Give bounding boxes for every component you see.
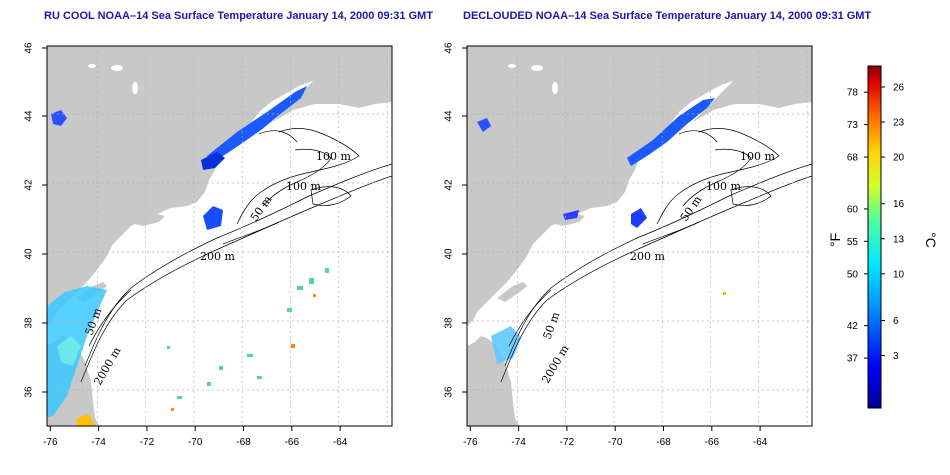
lon-tick-label: -70 <box>608 437 623 448</box>
colorbar-fahrenheit-label: °F <box>827 233 843 247</box>
lon-tick-label: -74 <box>511 437 526 448</box>
lat-tick-label: 36 <box>24 386 35 398</box>
lat-tick-label: 46 <box>444 42 455 54</box>
colorbar-gradient <box>867 65 882 409</box>
celsius-tick-label: 6 <box>893 316 899 327</box>
contour-label-200m: 200 m <box>630 250 665 263</box>
fahrenheit-tick-label: 60 <box>847 204 859 215</box>
right-cape-cod-sst <box>631 208 647 228</box>
celsius-tick-label: 16 <box>893 199 905 210</box>
contour-label-2000m: 2000 m <box>91 344 124 387</box>
lon-tick-label: -70 <box>188 437 203 448</box>
fahrenheit-tick-label: 37 <box>847 354 859 365</box>
right-offshore-patch <box>723 292 726 295</box>
left-coastal-warm-sst <box>57 336 81 366</box>
fahrenheit-tick-label: 55 <box>847 237 859 248</box>
left-offshore-patches <box>167 268 329 399</box>
colorbar: 78 73 68 60 55 50 42 37 26 23 20 16 13 10 6 3 °F °C <box>827 65 939 409</box>
fahrenheit-tick-label: 68 <box>847 153 859 164</box>
left-map <box>46 45 393 427</box>
contour-label-200m: 200 m <box>200 250 235 263</box>
left-cold-coast-sst <box>201 152 225 170</box>
colorbar-ticks: 78 73 68 60 55 50 42 37 26 23 20 16 13 10 6 3 <box>847 83 905 365</box>
right-gulf-of-maine-sst <box>627 98 715 166</box>
right-map-land <box>467 46 812 426</box>
celsius-tick-label: 23 <box>893 118 905 129</box>
lat-tick-label: 36 <box>444 386 455 398</box>
lon-tick-label: -64 <box>333 437 348 448</box>
lat-tick-label: 38 <box>24 317 35 329</box>
fahrenheit-tick-label: 50 <box>847 269 859 280</box>
right-plot-frame <box>466 45 813 427</box>
left-offshore-warm-patches <box>171 294 316 411</box>
left-gulf-of-maine-sst <box>207 86 307 164</box>
right-axes: -76 -74 -72 -70 -68 -66 -64 46 44 42 40 38 36 <box>444 42 768 448</box>
lat-tick-label: 42 <box>24 179 35 191</box>
lat-tick-label: 44 <box>444 110 455 122</box>
left-map-title: RU COOL NOAA–14 Sea Surface Temperature … <box>44 10 434 22</box>
contour-label-100m: 100 m <box>286 180 321 193</box>
contour-label-100m: 100 m <box>740 150 775 163</box>
right-inland-sst <box>477 118 491 132</box>
lat-tick-label: 40 <box>444 248 455 260</box>
lat-tick-label: 44 <box>24 110 35 122</box>
right-map-title: DECLOUDED NOAA–14 Sea Surface Temperatur… <box>463 10 872 22</box>
lon-tick-label: -68 <box>236 437 251 448</box>
contour-label-100m: 100 m <box>706 180 741 193</box>
left-cape-cod-sst <box>203 206 223 230</box>
celsius-tick-label: 13 <box>893 234 905 245</box>
contour-label-2000m: 2000 m <box>539 342 572 385</box>
lat-tick-label: 42 <box>444 179 455 191</box>
right-map <box>466 45 813 427</box>
left-plot-frame <box>46 45 393 427</box>
lon-tick-label: -74 <box>91 437 106 448</box>
lat-tick-label: 38 <box>444 317 455 329</box>
lat-tick-label: 40 <box>24 248 35 260</box>
lon-tick-label: -72 <box>140 437 155 448</box>
left-gulf-stream-sst <box>77 414 95 426</box>
fahrenheit-tick-label: 42 <box>847 321 859 332</box>
contour-label-100m: 100 m <box>316 150 351 163</box>
left-axes: -76 -74 -72 -70 -68 -66 -64 46 44 42 40 38 36 <box>24 42 348 448</box>
celsius-tick-label: 3 <box>893 351 899 362</box>
lon-tick-label: -68 <box>656 437 671 448</box>
lon-tick-label: -66 <box>285 437 300 448</box>
contour-label-50m: 50 m <box>541 310 563 341</box>
lon-tick-label: -76 <box>463 437 478 448</box>
lon-tick-label: -64 <box>753 437 768 448</box>
left-map-land <box>47 46 392 426</box>
celsius-tick-label: 20 <box>893 153 905 164</box>
celsius-tick-label: 26 <box>893 83 905 94</box>
right-coastal-sst <box>491 326 521 364</box>
fahrenheit-tick-label: 78 <box>847 88 859 99</box>
contour-label-50m: 50 m <box>678 193 705 224</box>
lon-tick-label: -66 <box>705 437 720 448</box>
celsius-tick-label: 10 <box>893 269 905 280</box>
lon-tick-label: -72 <box>560 437 575 448</box>
colorbar-celsius-label: °C <box>923 232 939 248</box>
right-li-sound-sst <box>563 210 579 220</box>
lat-tick-label: 46 <box>24 42 35 54</box>
lon-tick-label: -76 <box>43 437 58 448</box>
fahrenheit-tick-label: 73 <box>847 120 859 131</box>
